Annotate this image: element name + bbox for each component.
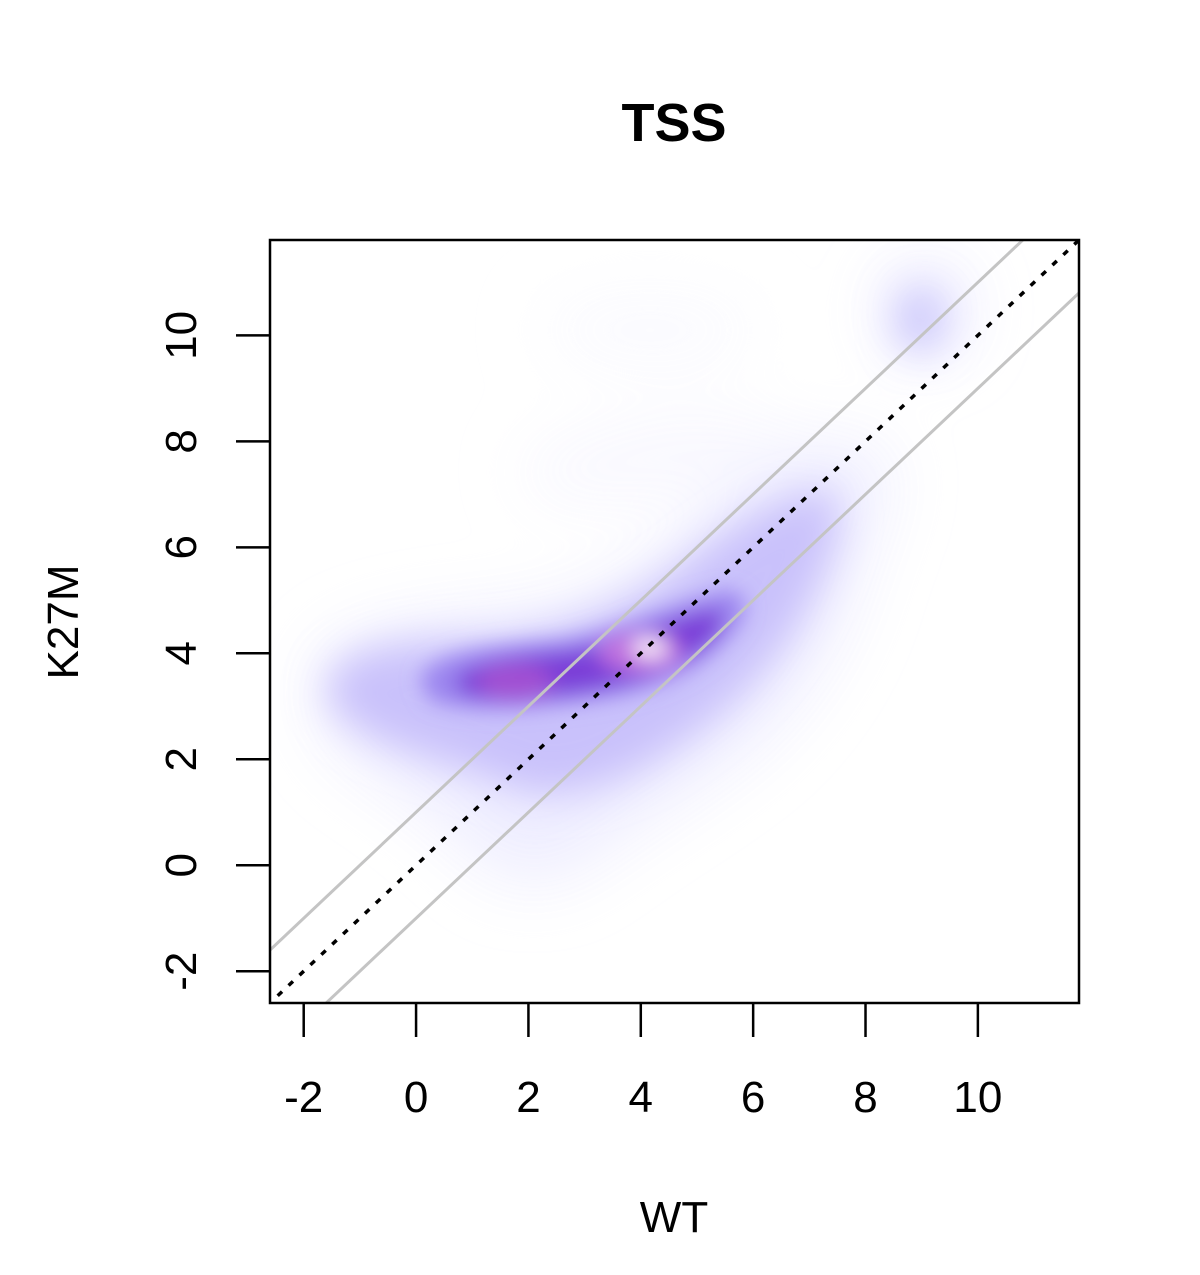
x-axis: -2 0 2 4 6 8 10	[284, 1003, 1002, 1122]
y-tick-label: -2	[157, 952, 206, 991]
density-cloud	[316, 265, 965, 883]
x-axis-label: WT	[640, 1193, 708, 1242]
x-tick-label: 0	[404, 1073, 428, 1122]
chart-title: TSS	[621, 93, 726, 153]
y-tick-label: 0	[157, 853, 206, 877]
reference-line-lower	[323, 290, 1079, 1003]
y-tick-label: 6	[157, 535, 206, 559]
x-tick-label: 4	[629, 1073, 653, 1122]
x-tick-label: -2	[284, 1073, 323, 1122]
reference-line-identity	[270, 240, 1079, 1003]
x-tick-label: 8	[853, 1073, 877, 1122]
y-tick-label: 10	[157, 311, 206, 360]
y-axis-label: K27M	[39, 565, 88, 680]
reference-line-upper	[270, 240, 1026, 953]
x-tick-label: 2	[516, 1073, 540, 1122]
x-tick-label: 10	[953, 1073, 1002, 1122]
reference-lines	[270, 240, 1079, 1003]
x-tick-label: 6	[741, 1073, 765, 1122]
y-axis: -2 0 2 4 6 8 10	[157, 311, 270, 991]
y-tick-label: 8	[157, 429, 206, 453]
plot-frame	[268, 238, 1081, 1005]
y-tick-label: 4	[157, 641, 206, 665]
y-tick-label: 2	[157, 747, 206, 771]
